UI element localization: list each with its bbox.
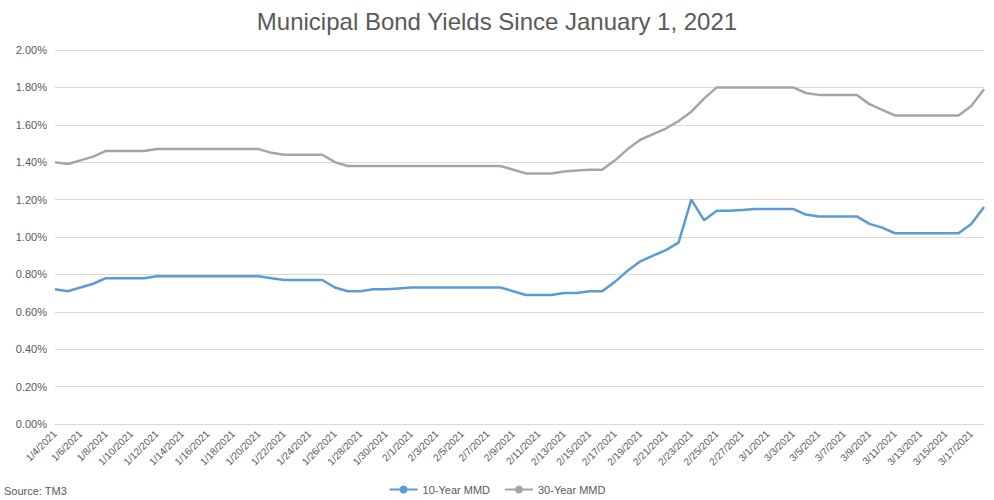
svg-text:0.40%: 0.40% (16, 343, 47, 355)
svg-text:Source: TM3: Source: TM3 (4, 485, 67, 497)
svg-text:2/25/2021: 2/25/2021 (681, 428, 721, 468)
svg-text:2/1/2021: 2/1/2021 (380, 428, 416, 464)
svg-text:3/13/2021: 3/13/2021 (885, 428, 925, 468)
svg-text:2.00%: 2.00% (16, 44, 47, 56)
svg-text:3/9/2021: 3/9/2021 (838, 428, 874, 464)
svg-text:0.20%: 0.20% (16, 381, 47, 393)
svg-text:2/3/2021: 2/3/2021 (405, 428, 441, 464)
svg-text:Municipal Bond Yields Since Ja: Municipal Bond Yields Since January 1, 2… (257, 8, 737, 35)
svg-text:3/1/2021: 3/1/2021 (736, 428, 772, 464)
svg-text:2/27/2021: 2/27/2021 (707, 428, 747, 468)
svg-text:1/22/2021: 1/22/2021 (248, 428, 288, 468)
svg-text:0.00%: 0.00% (16, 418, 47, 430)
svg-text:3/17/2021: 3/17/2021 (936, 428, 976, 468)
svg-text:1/10/2021: 1/10/2021 (96, 428, 136, 468)
svg-text:1/4/2021: 1/4/2021 (23, 428, 59, 464)
svg-text:1/26/2021: 1/26/2021 (299, 428, 339, 468)
svg-text:1/16/2021: 1/16/2021 (172, 428, 212, 468)
svg-text:1.40%: 1.40% (16, 156, 47, 168)
svg-text:2/13/2021: 2/13/2021 (528, 428, 568, 468)
svg-text:0.80%: 0.80% (16, 268, 47, 280)
svg-text:1/28/2021: 1/28/2021 (325, 428, 365, 468)
svg-text:1/14/2021: 1/14/2021 (147, 428, 187, 468)
svg-text:2/5/2021: 2/5/2021 (430, 428, 467, 464)
svg-text:2/11/2021: 2/11/2021 (503, 428, 543, 467)
svg-text:3/3/2021: 3/3/2021 (761, 428, 797, 464)
svg-text:1/8/2021: 1/8/2021 (74, 428, 110, 464)
svg-text:1.60%: 1.60% (16, 119, 47, 131)
svg-text:3/7/2021: 3/7/2021 (812, 428, 848, 464)
svg-text:3/15/2021: 3/15/2021 (910, 428, 950, 468)
svg-text:1/30/2021: 1/30/2021 (351, 428, 391, 468)
svg-text:2/7/2021: 2/7/2021 (456, 428, 492, 464)
svg-text:2/21/2021: 2/21/2021 (630, 428, 670, 468)
svg-text:0.60%: 0.60% (16, 306, 47, 318)
svg-text:2/17/2021: 2/17/2021 (579, 428, 619, 468)
svg-text:1.00%: 1.00% (16, 231, 47, 243)
svg-text:3/5/2021: 3/5/2021 (787, 428, 823, 464)
svg-text:1/12/2021: 1/12/2021 (121, 428, 161, 468)
svg-text:1/18/2021: 1/18/2021 (197, 428, 238, 468)
svg-text:1.80%: 1.80% (16, 81, 47, 93)
svg-text:1/6/2021: 1/6/2021 (49, 428, 85, 464)
svg-text:10-Year MMD: 10-Year MMD (423, 484, 491, 496)
svg-text:2/15/2021: 2/15/2021 (554, 428, 594, 468)
svg-text:30-Year MMD: 30-Year MMD (538, 484, 606, 496)
svg-text:2/19/2021: 2/19/2021 (605, 428, 645, 468)
svg-text:2/9/2021: 2/9/2021 (481, 428, 517, 464)
svg-text:1.20%: 1.20% (16, 194, 47, 206)
svg-text:2/23/2021: 2/23/2021 (656, 428, 696, 468)
svg-text:1/24/2021: 1/24/2021 (274, 428, 314, 468)
svg-text:3/11/2021: 3/11/2021 (860, 428, 899, 467)
svg-text:1/20/2021: 1/20/2021 (223, 428, 263, 468)
